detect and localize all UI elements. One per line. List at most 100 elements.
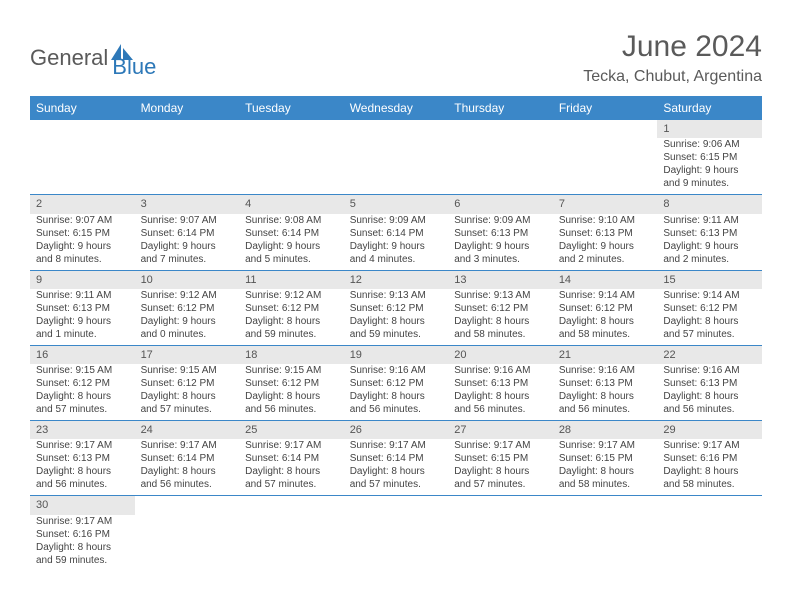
sunset-text: Sunset: 6:13 PM (36, 302, 129, 315)
day-detail-cell: Sunrise: 9:17 AMSunset: 6:14 PMDaylight:… (344, 439, 449, 496)
day-number-cell: 14 (553, 270, 658, 289)
sunrise-text: Sunrise: 9:17 AM (36, 515, 129, 528)
daylight-text: Daylight: 9 hours and 4 minutes. (350, 240, 443, 266)
sunrise-text: Sunrise: 9:07 AM (36, 214, 129, 227)
detail-row: Sunrise: 9:11 AMSunset: 6:13 PMDaylight:… (30, 289, 762, 346)
sunrise-text: Sunrise: 9:17 AM (350, 439, 443, 452)
detail-row: Sunrise: 9:17 AMSunset: 6:13 PMDaylight:… (30, 439, 762, 496)
daylight-text: Daylight: 9 hours and 9 minutes. (663, 164, 756, 190)
daylight-text: Daylight: 8 hours and 58 minutes. (663, 465, 756, 491)
daylight-text: Daylight: 9 hours and 5 minutes. (245, 240, 338, 266)
daylight-text: Daylight: 8 hours and 57 minutes. (663, 315, 756, 341)
day-detail-cell: Sunrise: 9:16 AMSunset: 6:13 PMDaylight:… (553, 364, 658, 421)
sunrise-text: Sunrise: 9:12 AM (141, 289, 234, 302)
sunrise-text: Sunrise: 9:17 AM (36, 439, 129, 452)
weekday-header: Monday (135, 96, 240, 120)
sunset-text: Sunset: 6:15 PM (663, 151, 756, 164)
sunrise-text: Sunrise: 9:14 AM (663, 289, 756, 302)
weekday-header: Saturday (657, 96, 762, 120)
sunset-text: Sunset: 6:12 PM (245, 377, 338, 390)
day-number-cell: 8 (657, 195, 762, 214)
day-number-cell: 13 (448, 270, 553, 289)
daylight-text: Daylight: 8 hours and 59 minutes. (36, 541, 129, 567)
sunset-text: Sunset: 6:12 PM (559, 302, 652, 315)
sunrise-text: Sunrise: 9:09 AM (454, 214, 547, 227)
day-number-cell: 2 (30, 195, 135, 214)
sunset-text: Sunset: 6:14 PM (141, 452, 234, 465)
daylight-text: Daylight: 8 hours and 58 minutes. (559, 465, 652, 491)
day-detail-cell: Sunrise: 9:17 AMSunset: 6:15 PMDaylight:… (553, 439, 658, 496)
day-detail-cell: Sunrise: 9:07 AMSunset: 6:14 PMDaylight:… (135, 214, 240, 271)
sunset-text: Sunset: 6:13 PM (559, 377, 652, 390)
day-number-cell: 1 (657, 120, 762, 138)
daylight-text: Daylight: 8 hours and 56 minutes. (454, 390, 547, 416)
daylight-text: Daylight: 8 hours and 59 minutes. (245, 315, 338, 341)
day-number-cell: 29 (657, 421, 762, 440)
title-block: June 2024 Tecka, Chubut, Argentina (583, 30, 762, 86)
sunset-text: Sunset: 6:13 PM (454, 377, 547, 390)
sunrise-text: Sunrise: 9:09 AM (350, 214, 443, 227)
day-number-cell (239, 496, 344, 515)
day-number-cell: 12 (344, 270, 449, 289)
sunset-text: Sunset: 6:15 PM (454, 452, 547, 465)
day-number-cell: 6 (448, 195, 553, 214)
daylight-text: Daylight: 8 hours and 57 minutes. (245, 465, 338, 491)
daylight-text: Daylight: 8 hours and 56 minutes. (350, 390, 443, 416)
day-detail-cell: Sunrise: 9:14 AMSunset: 6:12 PMDaylight:… (657, 289, 762, 346)
day-number-cell: 25 (239, 421, 344, 440)
detail-row: Sunrise: 9:17 AMSunset: 6:16 PMDaylight:… (30, 515, 762, 571)
day-detail-cell (657, 515, 762, 571)
detail-row: Sunrise: 9:06 AMSunset: 6:15 PMDaylight:… (30, 138, 762, 195)
sunrise-text: Sunrise: 9:17 AM (663, 439, 756, 452)
header: General Blue June 2024 Tecka, Chubut, Ar… (30, 30, 762, 86)
sunrise-text: Sunrise: 9:11 AM (663, 214, 756, 227)
day-detail-cell: Sunrise: 9:09 AMSunset: 6:13 PMDaylight:… (448, 214, 553, 271)
day-detail-cell (30, 138, 135, 195)
location: Tecka, Chubut, Argentina (583, 68, 762, 86)
sunset-text: Sunset: 6:14 PM (245, 227, 338, 240)
day-detail-cell (448, 515, 553, 571)
daylight-text: Daylight: 8 hours and 56 minutes. (36, 465, 129, 491)
daylight-text: Daylight: 9 hours and 8 minutes. (36, 240, 129, 266)
day-detail-cell: Sunrise: 9:08 AMSunset: 6:14 PMDaylight:… (239, 214, 344, 271)
sunset-text: Sunset: 6:12 PM (350, 377, 443, 390)
day-number-cell: 23 (30, 421, 135, 440)
daylight-text: Daylight: 8 hours and 56 minutes. (245, 390, 338, 416)
detail-row: Sunrise: 9:15 AMSunset: 6:12 PMDaylight:… (30, 364, 762, 421)
daylight-text: Daylight: 9 hours and 1 minute. (36, 315, 129, 341)
day-number-cell (135, 496, 240, 515)
daylight-text: Daylight: 8 hours and 57 minutes. (36, 390, 129, 416)
day-number-cell: 20 (448, 345, 553, 364)
sunrise-text: Sunrise: 9:08 AM (245, 214, 338, 227)
day-detail-cell: Sunrise: 9:11 AMSunset: 6:13 PMDaylight:… (30, 289, 135, 346)
day-detail-cell: Sunrise: 9:15 AMSunset: 6:12 PMDaylight:… (30, 364, 135, 421)
daynum-row: 9101112131415 (30, 270, 762, 289)
sunset-text: Sunset: 6:14 PM (350, 452, 443, 465)
sunset-text: Sunset: 6:12 PM (663, 302, 756, 315)
daylight-text: Daylight: 8 hours and 57 minutes. (350, 465, 443, 491)
sunrise-text: Sunrise: 9:12 AM (245, 289, 338, 302)
logo: General Blue (30, 30, 156, 80)
sunrise-text: Sunrise: 9:11 AM (36, 289, 129, 302)
day-number-cell: 11 (239, 270, 344, 289)
weekday-header: Sunday (30, 96, 135, 120)
logo-text-general: General (30, 45, 108, 71)
day-number-cell: 22 (657, 345, 762, 364)
sunrise-text: Sunrise: 9:16 AM (559, 364, 652, 377)
sunrise-text: Sunrise: 9:13 AM (350, 289, 443, 302)
sunset-text: Sunset: 6:13 PM (454, 227, 547, 240)
daylight-text: Daylight: 8 hours and 56 minutes. (141, 465, 234, 491)
daynum-row: 2345678 (30, 195, 762, 214)
day-detail-cell (135, 515, 240, 571)
sunrise-text: Sunrise: 9:17 AM (141, 439, 234, 452)
day-number-cell: 19 (344, 345, 449, 364)
daylight-text: Daylight: 8 hours and 59 minutes. (350, 315, 443, 341)
day-detail-cell (553, 138, 658, 195)
sunset-text: Sunset: 6:13 PM (663, 227, 756, 240)
weekday-header-row: Sunday Monday Tuesday Wednesday Thursday… (30, 96, 762, 120)
day-number-cell (239, 120, 344, 138)
day-detail-cell: Sunrise: 9:07 AMSunset: 6:15 PMDaylight:… (30, 214, 135, 271)
day-detail-cell: Sunrise: 9:10 AMSunset: 6:13 PMDaylight:… (553, 214, 658, 271)
detail-row: Sunrise: 9:07 AMSunset: 6:15 PMDaylight:… (30, 214, 762, 271)
sunset-text: Sunset: 6:14 PM (350, 227, 443, 240)
